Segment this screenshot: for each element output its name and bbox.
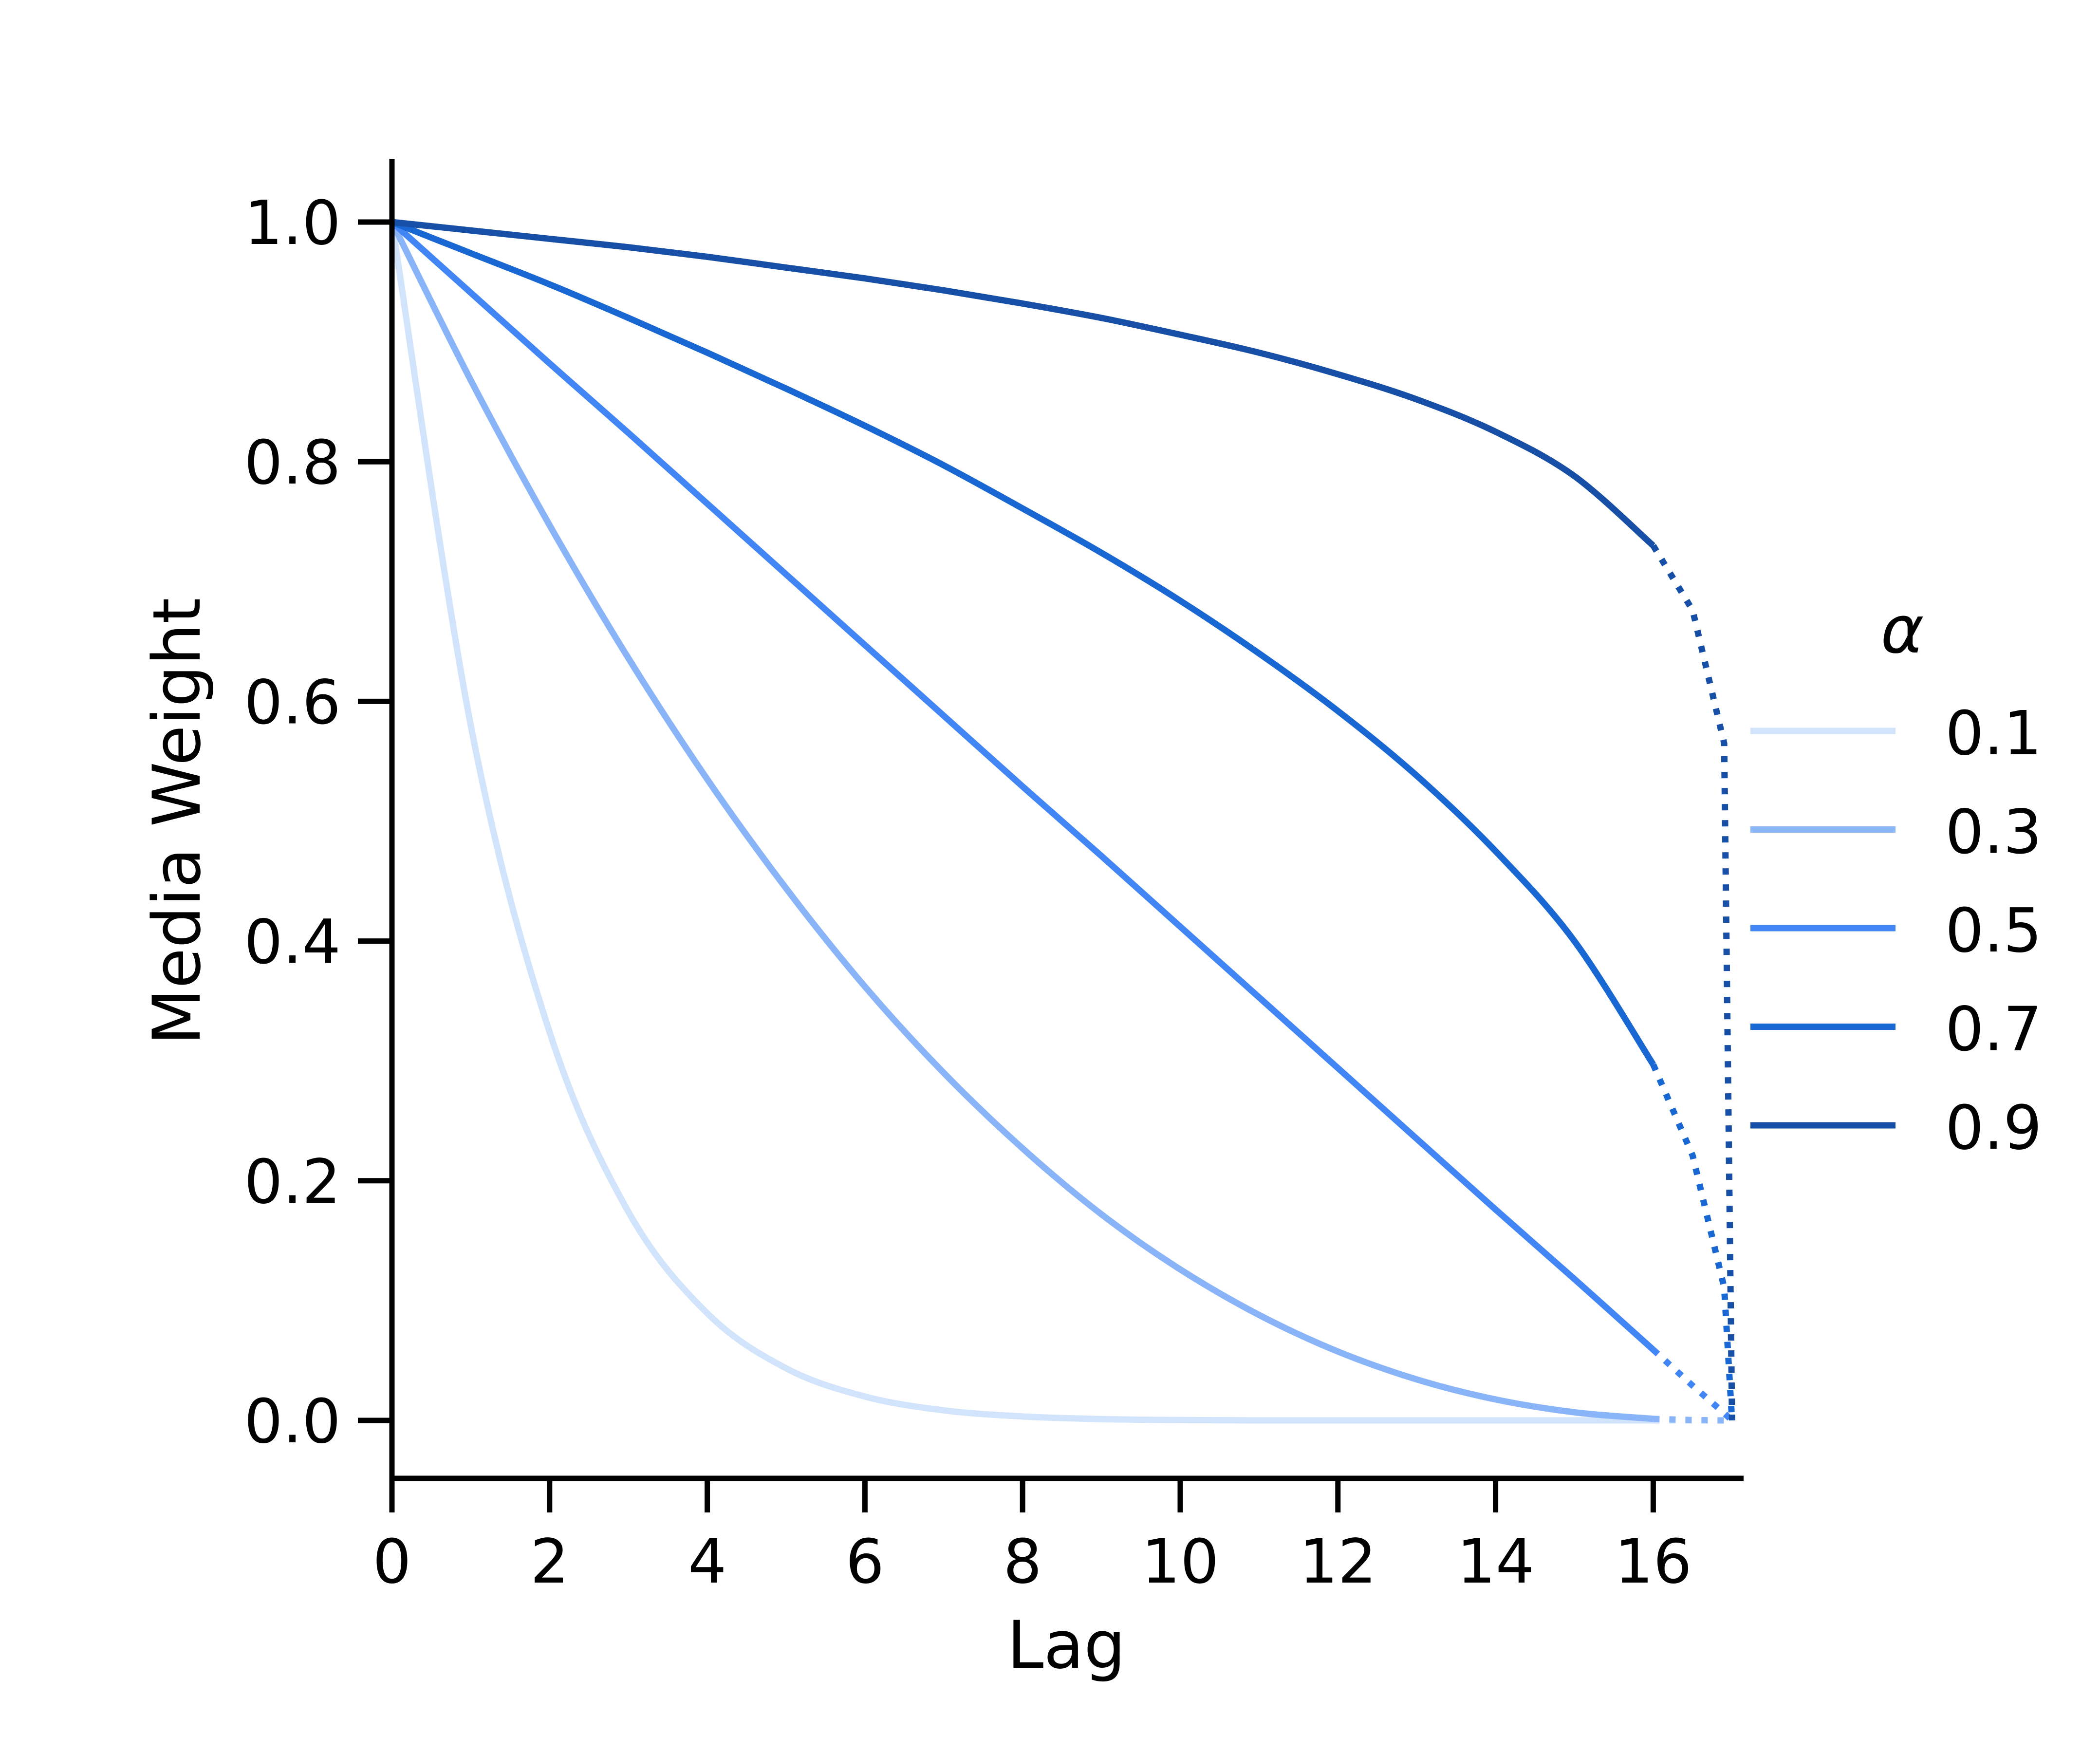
x-tick-label: 14 — [1457, 1527, 1534, 1597]
x-tick-label: 12 — [1299, 1527, 1376, 1597]
x-tick-label: 8 — [1003, 1527, 1042, 1597]
series-line-0.3 — [389, 221, 1654, 1422]
series-line-0.9 — [391, 219, 1655, 548]
x-tick-label: 4 — [688, 1527, 727, 1597]
series-lines — [389, 219, 1735, 1424]
y-tick-label: 0.8 — [244, 428, 341, 498]
x-tick-label: 16 — [1615, 1527, 1692, 1597]
series-line-0.5 — [390, 220, 1655, 1352]
y-tick-label: 0.4 — [244, 907, 341, 978]
x-axis-label: Lag — [1007, 1607, 1126, 1683]
y-tick-label: 0.6 — [244, 667, 341, 738]
x-tick-label: 0 — [372, 1527, 411, 1597]
legend-label: 0.5 — [1945, 895, 2042, 966]
series-dotted-0.3 — [1653, 1416, 1732, 1424]
series-line-0.1 — [389, 221, 1654, 1424]
x-tick-label: 10 — [1141, 1527, 1219, 1597]
x-tick-label: 6 — [846, 1527, 885, 1597]
legend-label: 0.7 — [1945, 994, 2042, 1065]
series-dotted-0.7 — [1650, 1063, 1735, 1421]
y-axis-label: Media Weight — [139, 598, 215, 1045]
series-line-0.7 — [390, 219, 1656, 1066]
y-tick-label: 1.0 — [244, 188, 341, 259]
y-tick-label: 0.0 — [244, 1386, 341, 1457]
y-tick-label: 0.2 — [244, 1147, 341, 1217]
legend-label: 0.3 — [1945, 797, 2042, 868]
legend: α 0.1 0.3 0.5 0.7 0.9 — [1750, 592, 2042, 1163]
legend-title: α — [1881, 592, 1924, 668]
y-ticks: 0.0 0.2 0.4 0.6 0.8 1.0 — [244, 188, 392, 1457]
x-ticks: 0 2 4 6 8 10 12 14 16 — [372, 1478, 1692, 1597]
x-tick-label: 2 — [530, 1527, 569, 1597]
series-dotted-0.5 — [1651, 1347, 1734, 1423]
series-dotted-0.9 — [1650, 544, 1735, 1421]
legend-label: 0.1 — [1945, 698, 2042, 769]
legend-label: 0.9 — [1945, 1093, 2042, 1163]
